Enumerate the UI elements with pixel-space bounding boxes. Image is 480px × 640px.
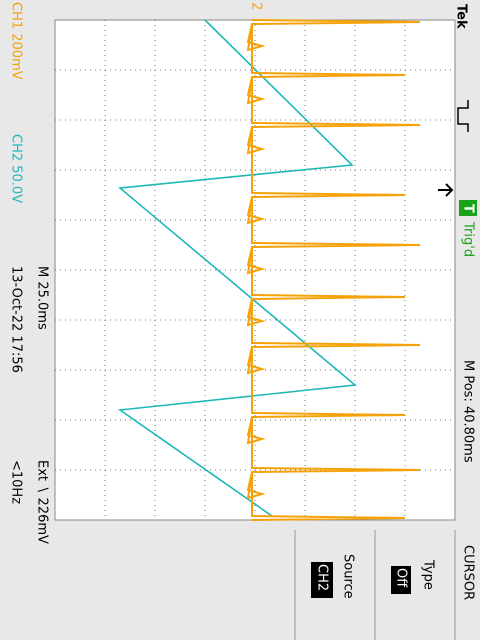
- ch1-scale: CH1 200mV: [9, 2, 24, 80]
- ch2-marker: 2: [249, 2, 264, 10]
- trigger-arrow: [438, 183, 454, 197]
- trigger-state: Trig'd: [461, 221, 476, 257]
- source-box: [311, 562, 333, 598]
- brand: Tek: [454, 4, 469, 29]
- trig-flag-box: [459, 200, 477, 216]
- trigger-icon: [457, 100, 469, 132]
- ch2-scale: CH2 50.0V: [9, 134, 24, 203]
- ch2-trace: [117, 19, 357, 517]
- trigger-source: Ext ∖ 226mV: [35, 460, 50, 544]
- position: M Pos: 40.80ms: [461, 360, 476, 463]
- datetime: 13-Oct-22 17:56: [9, 266, 24, 373]
- menu-title: CURSOR: [461, 545, 476, 600]
- type-value[interactable]: Off: [394, 568, 409, 588]
- ch1-trace: [246, 19, 421, 521]
- timebase: M 25.0ms: [35, 266, 50, 330]
- source-value[interactable]: CH2: [315, 564, 330, 591]
- trig-flag: T: [461, 204, 476, 213]
- type-label: Type: [421, 559, 436, 590]
- source-label: Source: [341, 554, 356, 599]
- trigger-frequency: <10Hz: [9, 460, 24, 504]
- type-box: [391, 566, 411, 594]
